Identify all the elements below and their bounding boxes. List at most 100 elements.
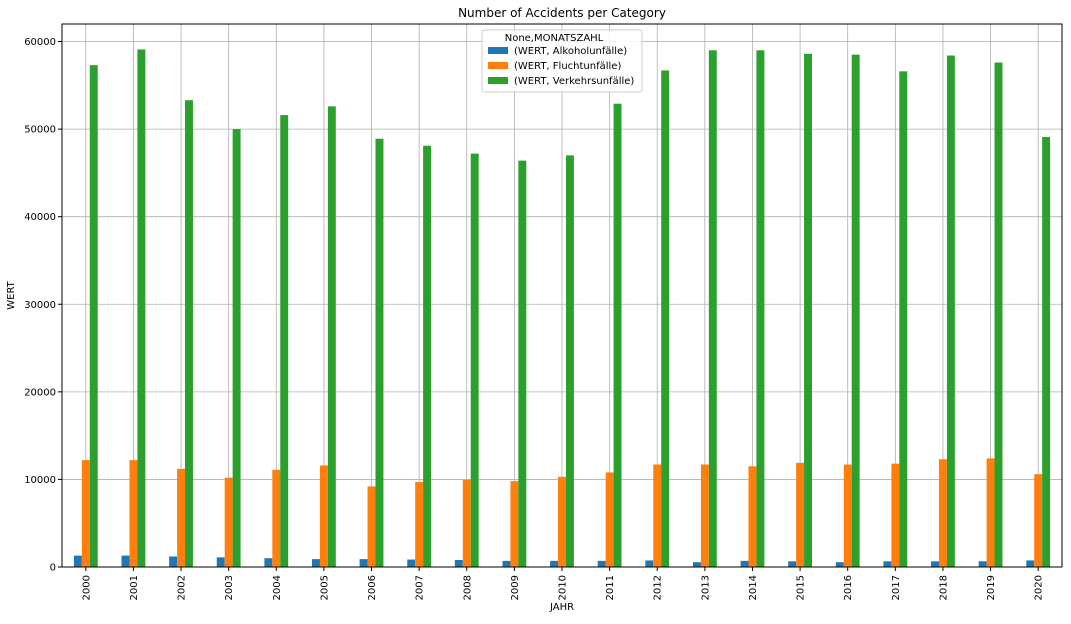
- bar: [415, 482, 424, 567]
- x-tick-label: 2009: [510, 575, 521, 600]
- bar: [597, 560, 606, 567]
- bar: [899, 71, 908, 567]
- bar: [185, 100, 193, 567]
- x-tick-label: 2017: [891, 575, 902, 600]
- y-tick-label: 0: [50, 563, 56, 574]
- bars: [73, 49, 1051, 568]
- x-tick-label: 2012: [653, 575, 664, 600]
- bar: [224, 477, 233, 567]
- x-tick-label: 2008: [462, 575, 473, 600]
- bar: [510, 481, 519, 567]
- bar: [788, 561, 797, 567]
- legend-title: None,MONATSZAHL: [505, 33, 604, 44]
- y-tick-label: 40000: [24, 212, 56, 223]
- x-tick-label: 2005: [319, 575, 330, 600]
- bar: [327, 106, 336, 567]
- y-tick-label: 10000: [24, 475, 56, 486]
- x-tick-label: 2002: [177, 575, 188, 600]
- legend-swatch: [488, 77, 508, 84]
- bar: [565, 155, 574, 567]
- y-axis-label: WERT: [6, 280, 17, 309]
- bar: [177, 468, 186, 567]
- bar: [375, 138, 384, 567]
- bar: [312, 559, 320, 567]
- bar: [137, 49, 146, 568]
- x-tick-label: 2001: [129, 575, 140, 600]
- bar: [946, 55, 955, 568]
- x-tick-label: 2020: [1034, 575, 1045, 600]
- chart-title: Number of Accidents per Category: [458, 6, 666, 20]
- bar: [938, 459, 947, 567]
- legend: None,MONATSZAHL (WERT, Alkoholunfälle)(W…: [481, 29, 643, 93]
- bar: [1034, 474, 1043, 567]
- bar: [89, 65, 98, 567]
- bar: [470, 153, 479, 567]
- bar: [700, 464, 709, 567]
- bar: [462, 479, 471, 567]
- x-tick-label: 2016: [843, 575, 854, 600]
- bar: [740, 560, 749, 567]
- x-tick-label: 2014: [748, 575, 759, 600]
- legend-entry: (WERT, Fluchtunfälle): [514, 61, 621, 72]
- bar: [891, 463, 900, 567]
- bar: [756, 50, 765, 568]
- x-tick-label: 2019: [986, 575, 997, 600]
- bar: [613, 103, 622, 567]
- x-tick-label: 2003: [224, 575, 235, 600]
- bar: [835, 562, 844, 567]
- bar: [73, 555, 82, 567]
- bar: [216, 557, 225, 567]
- bar: [605, 472, 614, 567]
- bar: [931, 561, 939, 567]
- bar: [121, 555, 130, 567]
- bar: [645, 560, 654, 567]
- bar: [708, 50, 717, 568]
- bar: [796, 462, 805, 567]
- legend-swatch: [488, 62, 508, 69]
- bar: [661, 70, 670, 568]
- x-axis-label: JAHR: [549, 602, 574, 613]
- bar: [986, 458, 995, 567]
- bar: [1026, 560, 1035, 567]
- bar: [843, 464, 852, 567]
- y-tick-label: 60000: [24, 37, 56, 48]
- ticks: 0 10000 20000 30000 40000 50000 60000 2000 2001 2…: [24, 37, 1045, 600]
- x-tick-label: 2013: [700, 575, 711, 600]
- bar: [81, 460, 90, 567]
- x-tick-label: 2011: [605, 575, 616, 600]
- bar: [280, 115, 289, 568]
- bar: [978, 561, 987, 567]
- bar: [272, 469, 281, 567]
- bar: [264, 558, 273, 567]
- bar: [558, 476, 566, 567]
- bar: [804, 53, 812, 568]
- x-tick-label: 2000: [81, 575, 92, 600]
- bar: [359, 559, 368, 567]
- legend-items: (WERT, Alkoholunfälle) (WERT, Fluchtunfäl…: [488, 46, 634, 87]
- y-tick-label: 50000: [24, 125, 56, 136]
- y-tick-label: 20000: [24, 387, 56, 398]
- bar: [502, 560, 511, 567]
- bar: [550, 560, 559, 567]
- bar: [319, 465, 328, 567]
- bar: [653, 464, 662, 567]
- bar: [367, 486, 376, 567]
- bar: [851, 54, 860, 568]
- y-tick-label: 30000: [24, 300, 56, 311]
- x-tick-label: 2004: [272, 575, 283, 600]
- bar: [169, 556, 178, 567]
- bar: [423, 145, 432, 567]
- bar: [883, 561, 892, 567]
- x-tick-label: 2010: [558, 575, 569, 600]
- x-tick-label: 2015: [796, 575, 807, 600]
- legend-entry: (WERT, Verkehrsunfälle): [514, 76, 634, 87]
- bar: [994, 62, 1003, 567]
- bar: [232, 129, 241, 567]
- bar: [407, 559, 416, 567]
- bar: [748, 466, 757, 567]
- legend-box: [481, 29, 643, 93]
- legend-swatch: [488, 47, 508, 54]
- x-tick-label: 2006: [367, 575, 378, 600]
